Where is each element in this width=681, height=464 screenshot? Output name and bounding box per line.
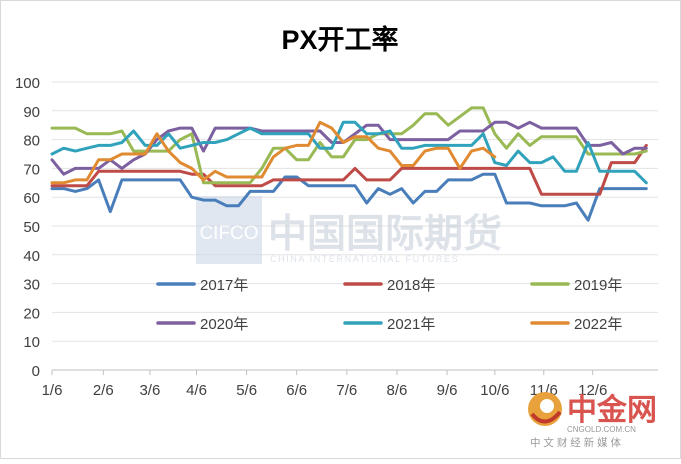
legend-item: 2021年 — [343, 316, 435, 333]
series-line-2019年 — [50, 106, 648, 185]
y-tick-label: 70 — [23, 161, 40, 178]
cifco-chinese-text: 中国国际期货 — [268, 213, 502, 256]
x-tick-label: 12/6 — [578, 382, 607, 399]
legend-label: 2021年 — [387, 316, 435, 333]
x-tick-label: 10/6 — [480, 382, 509, 399]
series-line-2022年 — [50, 120, 497, 185]
y-tick-label: 10 — [23, 334, 40, 351]
chart-title: PX开工率 — [281, 24, 398, 55]
cngold-logo-inner — [540, 399, 554, 413]
cngold-logo-accent — [530, 410, 562, 424]
legend-label: 2020年 — [200, 316, 248, 333]
legend-label: 2017年 — [200, 277, 248, 294]
legend-label: 2019年 — [574, 277, 622, 294]
x-tick-label: 4/6 — [186, 382, 207, 399]
legend-item: 2019年 — [530, 277, 622, 294]
y-tick-label: 80 — [23, 133, 40, 150]
legend-item: 2020年 — [156, 316, 248, 333]
x-tick-label: 8/6 — [387, 382, 408, 399]
cngold-url-text: CNGOLD.COM.CN — [567, 425, 636, 434]
y-tick-label: 90 — [23, 104, 40, 121]
cifco-latin-text: CIFCO — [199, 223, 258, 244]
x-tick-label: 9/6 — [437, 382, 458, 399]
series-layer — [50, 106, 648, 222]
x-tick-label: 3/6 — [139, 382, 160, 399]
legend-label: 2018年 — [387, 277, 435, 294]
cngold-watermark: 中金网 CNGOLD.COM.CN 中 文 财 经 新 媒 体 — [528, 392, 657, 449]
y-tick-label: 0 — [32, 363, 40, 380]
x-tick-label: 1/6 — [42, 382, 63, 399]
y-tick-label: 50 — [23, 219, 40, 236]
y-tick-label: 60 — [23, 190, 40, 207]
legend-item: 2022年 — [530, 316, 622, 333]
y-tick-label: 40 — [23, 248, 40, 265]
cifco-logo-block — [196, 196, 262, 264]
series-line-2017年 — [50, 172, 648, 222]
legend-label: 2022年 — [574, 316, 622, 333]
cngold-tagline-text: 中 文 财 经 新 媒 体 — [530, 436, 622, 449]
x-tick-label: 7/6 — [336, 382, 357, 399]
x-tick-label: 6/6 — [286, 382, 307, 399]
legend-item: 2018年 — [343, 277, 435, 294]
y-tick-label: 20 — [23, 305, 40, 322]
legend: 2017年 2018年 2019年 2020年 2021年 2022年 — [156, 277, 622, 333]
y-tick-label: 100 — [15, 75, 40, 92]
cifco-watermark: CIFCO 中国国际期货 CHINA INTERNATIONAL FUTURES — [196, 196, 502, 264]
x-tick-label: 2/6 — [93, 382, 114, 399]
y-tick-labels: 0 10 20 30 40 50 60 70 80 90 100 — [15, 75, 40, 380]
x-tick-label: 5/6 — [236, 382, 257, 399]
cifco-english-text: CHINA INTERNATIONAL FUTURES — [270, 254, 459, 264]
cngold-chinese-text: 中金网 — [567, 393, 657, 427]
y-tick-label: 30 — [23, 277, 40, 294]
legend-item: 2017年 — [156, 277, 248, 294]
series-line-2018年 — [50, 143, 648, 196]
x-tick-labels: 1/6 2/6 3/6 4/6 5/6 6/6 7/6 8/6 9/6 10/6 11/6 12/6 — [42, 370, 607, 399]
